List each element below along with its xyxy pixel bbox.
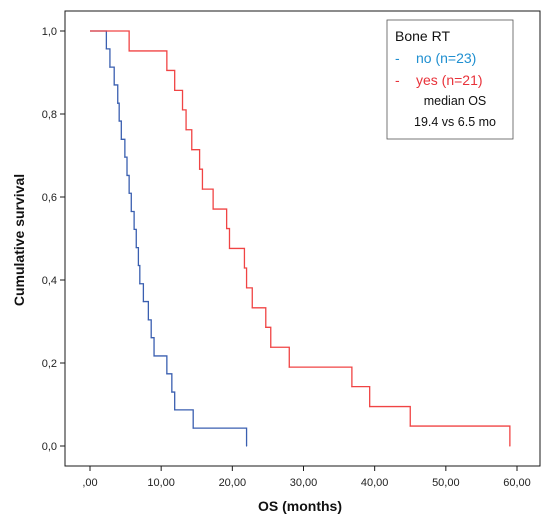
- event-point-no: [171, 391, 173, 393]
- event-point-no: [142, 300, 144, 303]
- event-point-yes: [369, 405, 371, 408]
- event-point-no: [124, 156, 126, 158]
- event-point-yes: [245, 287, 248, 289]
- event-point-no: [153, 355, 155, 357]
- event-point-no: [120, 138, 122, 140]
- y-tick-label: 1,0: [42, 26, 57, 38]
- y-tick-label: 0,4: [42, 275, 57, 287]
- event-point-no: [174, 409, 176, 411]
- x-axis-title: OS (months): [258, 498, 342, 514]
- event-point-yes: [198, 168, 201, 170]
- legend: Bone RT - no (n=23) - yes (n=21) median …: [386, 19, 514, 140]
- event-point-yes: [185, 129, 187, 131]
- y-tick-label: 0,6: [42, 192, 57, 204]
- event-point-yes: [243, 267, 246, 269]
- event-point-no: [130, 210, 132, 213]
- event-point-no: [118, 120, 120, 122]
- event-point-yes: [166, 69, 168, 72]
- event-point-no: [117, 102, 119, 104]
- event-point-yes: [228, 247, 231, 250]
- event-point-yes: [409, 425, 411, 427]
- event-point-no: [166, 373, 168, 375]
- x-tick-label: 10,00: [147, 477, 175, 489]
- event-point-no: [126, 174, 128, 177]
- event-point-yes: [174, 89, 176, 91]
- plot-frame: [64, 10, 541, 467]
- event-point-no: [128, 192, 130, 194]
- legend-label-yes: yes (n=21): [416, 72, 483, 88]
- survival-curve-no: [90, 30, 248, 446]
- event-point-no: [150, 337, 152, 339]
- y-tick-label: 0,8: [42, 109, 57, 121]
- event-point-yes: [251, 307, 253, 309]
- event-point-no: [135, 247, 137, 249]
- event-point-yes: [351, 386, 353, 388]
- legend-marker-yes: -: [395, 72, 400, 88]
- event-point-yes: [191, 149, 193, 151]
- event-point-no: [105, 48, 107, 50]
- event-point-no: [139, 283, 141, 285]
- event-point-no: [133, 228, 135, 230]
- x-tick-label: 40,00: [361, 477, 389, 489]
- x-axis: ,00 10,00 20,00 30,00 40,00 50,00 60,00: [82, 466, 531, 489]
- event-point-no: [192, 427, 194, 429]
- x-tick-label: 20,00: [219, 477, 247, 489]
- legend-label-no: no (n=23): [416, 50, 476, 66]
- legend-note-line2: 19.4 vs 6.5 mo: [414, 115, 496, 129]
- y-tick-label: 0,2: [42, 358, 57, 370]
- legend-marker-no: -: [395, 50, 400, 66]
- series-group: [90, 30, 511, 447]
- event-point-yes: [181, 109, 184, 111]
- y-axis-title: Cumulative survival: [11, 174, 27, 306]
- x-tick-label: 60,00: [503, 477, 531, 489]
- event-point-yes: [265, 326, 267, 328]
- event-point-yes: [509, 445, 511, 447]
- x-tick-label: 30,00: [290, 477, 318, 489]
- y-axis: 0,0 0,2 0,4 0,6 0,8 1,0: [42, 26, 65, 453]
- event-point-yes: [128, 50, 130, 52]
- event-point-no: [245, 445, 248, 447]
- event-point-no: [137, 264, 139, 267]
- survival-curve-yes: [90, 30, 511, 446]
- x-tick-label: 50,00: [432, 477, 460, 489]
- event-point-yes: [270, 346, 272, 348]
- event-point-yes: [212, 208, 214, 210]
- x-tick-label: ,00: [82, 477, 97, 489]
- legend-note-line1: median OS: [424, 94, 487, 108]
- event-point-yes: [201, 188, 204, 190]
- event-point-yes: [288, 366, 290, 368]
- event-point-no: [147, 319, 149, 321]
- event-point-no: [113, 84, 115, 86]
- event-point-yes: [226, 227, 228, 230]
- legend-title: Bone RT: [395, 28, 450, 44]
- y-tick-label: 0,0: [42, 441, 57, 453]
- legend-box: [386, 19, 514, 140]
- event-point-no: [109, 66, 111, 68]
